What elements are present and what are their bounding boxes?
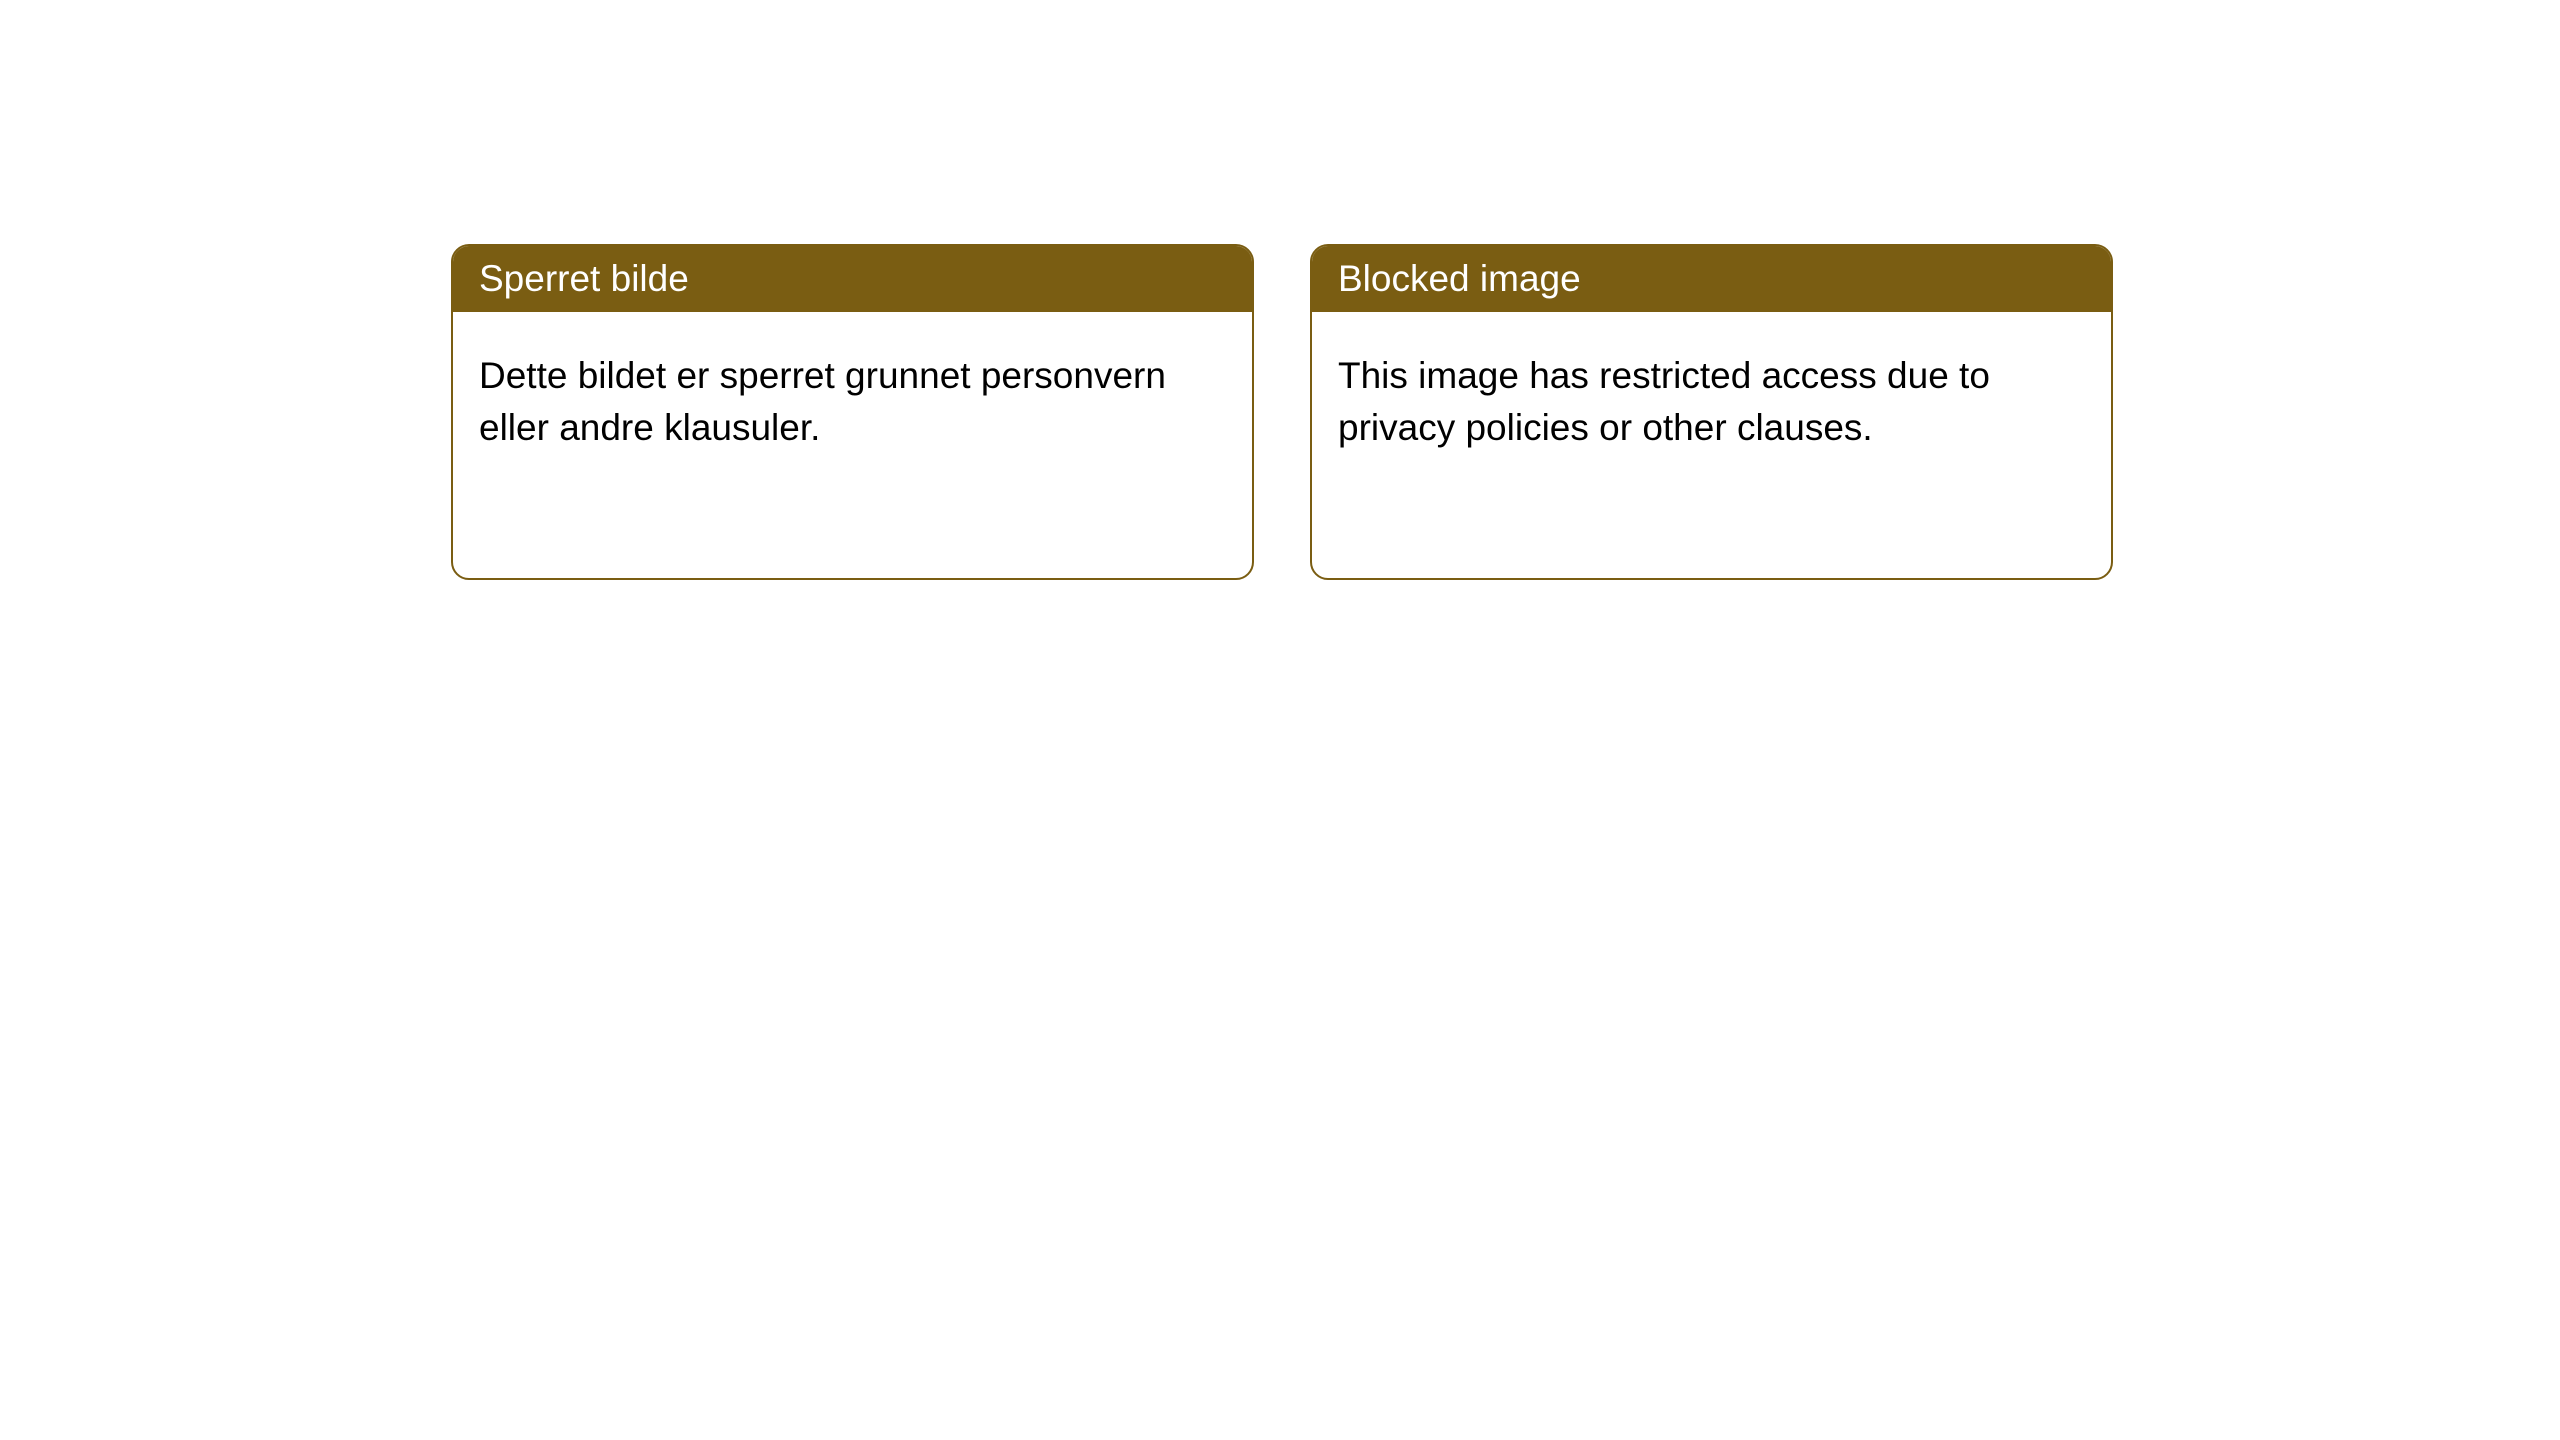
blocked-image-card-english: Blocked image This image has restricted …	[1310, 244, 2113, 580]
card-header-norwegian: Sperret bilde	[453, 246, 1252, 312]
card-body-english: This image has restricted access due to …	[1312, 312, 2111, 492]
card-header-english: Blocked image	[1312, 246, 2111, 312]
blocked-image-card-norwegian: Sperret bilde Dette bildet er sperret gr…	[451, 244, 1254, 580]
notice-cards-container: Sperret bilde Dette bildet er sperret gr…	[0, 0, 2560, 580]
card-body-norwegian: Dette bildet er sperret grunnet personve…	[453, 312, 1252, 492]
